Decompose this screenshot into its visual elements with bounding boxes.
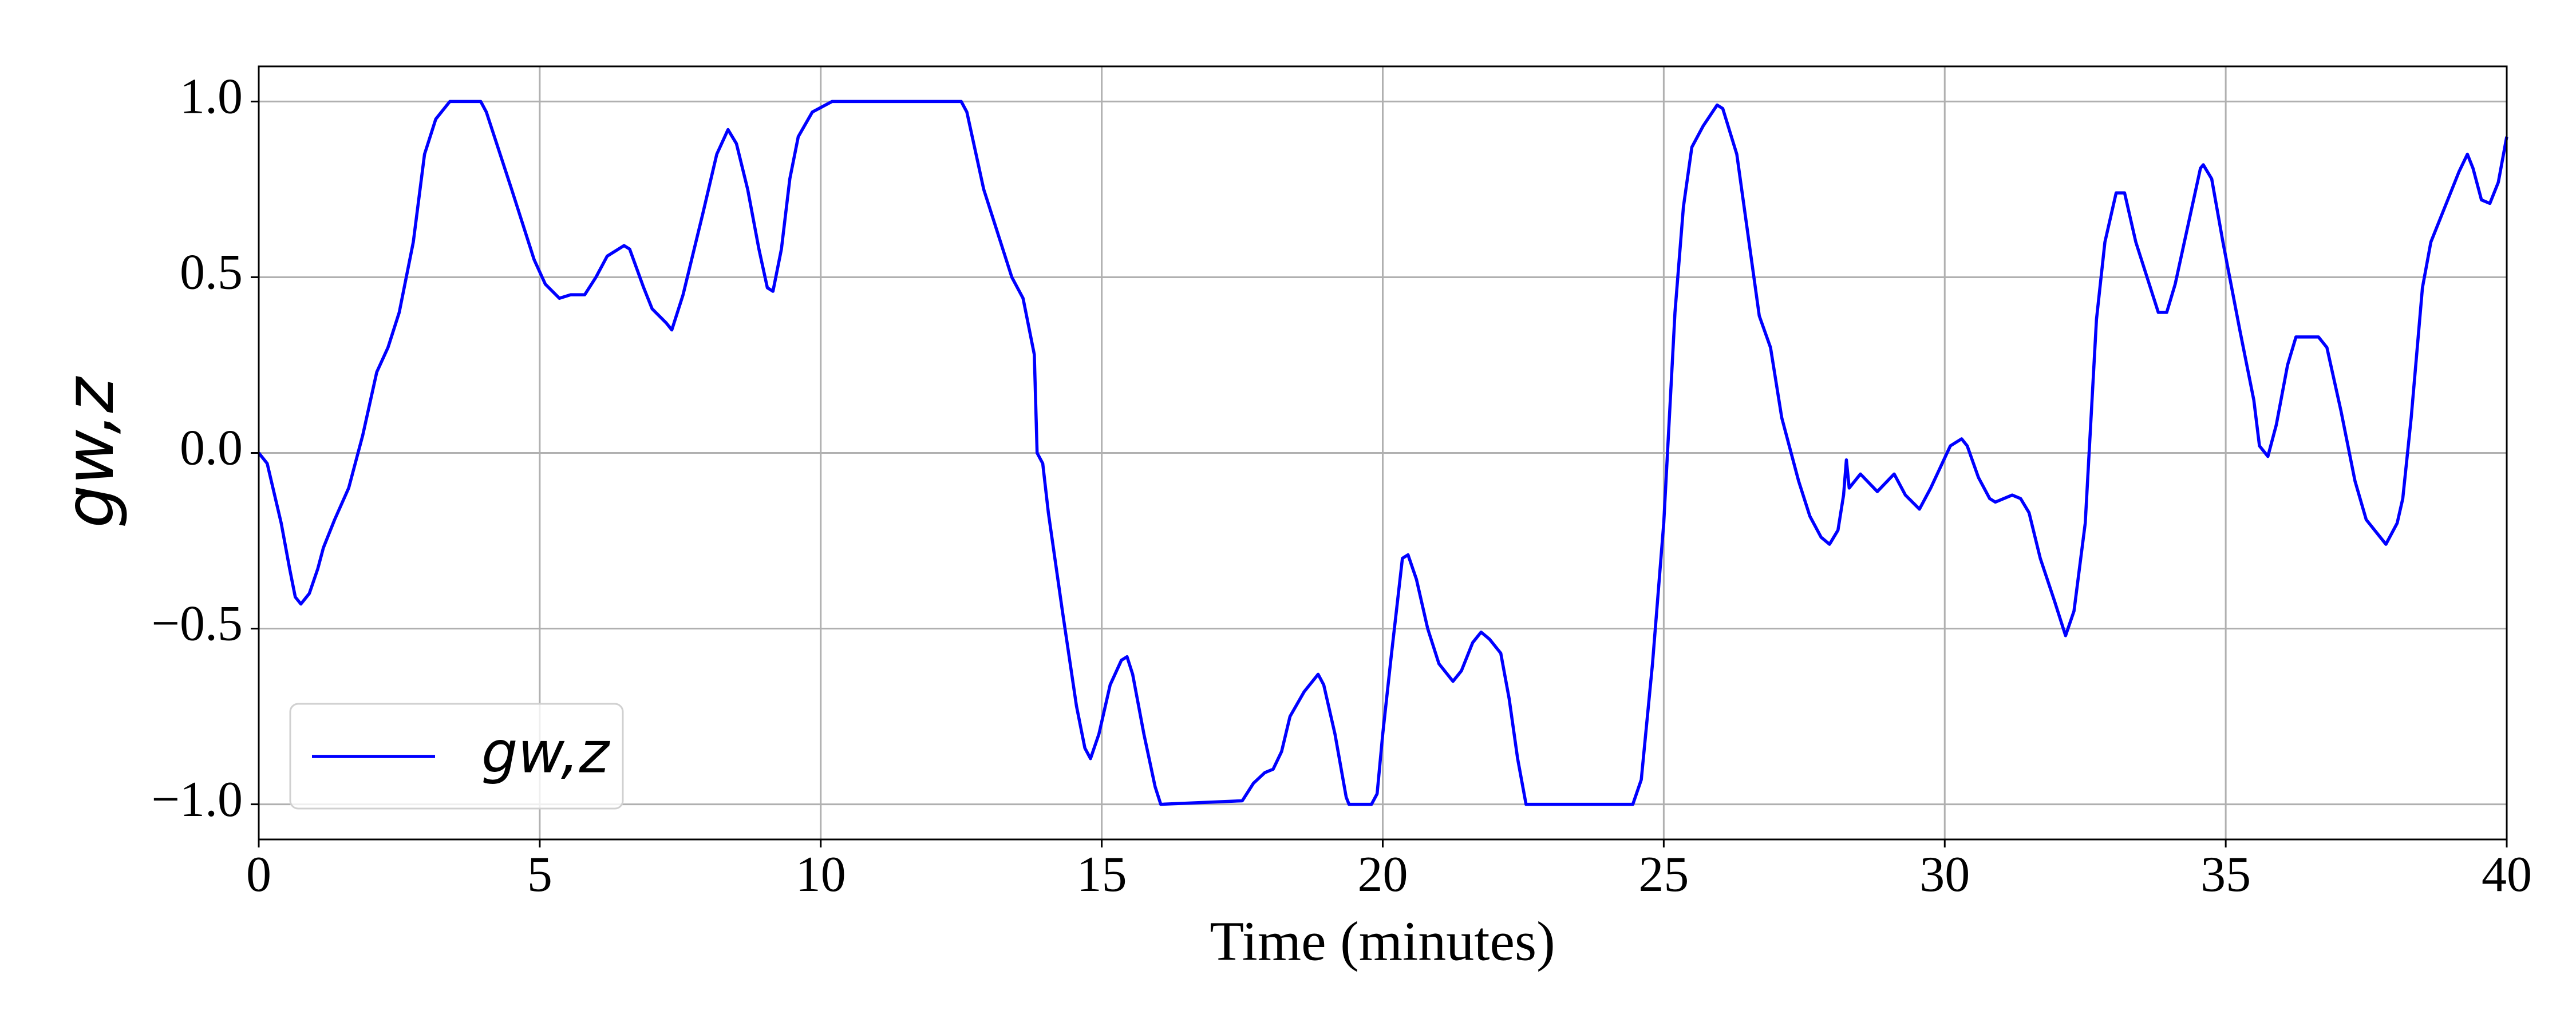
x-tick-label: 35 — [2200, 847, 2251, 902]
plot-frame — [258, 65, 2508, 841]
x-tick-label: 20 — [1358, 847, 1408, 902]
y-tick-label: −0.5 — [151, 596, 243, 652]
legend: gw,z — [289, 703, 624, 810]
x-tick-label: 15 — [1077, 847, 1127, 902]
y-tick-label: −1.0 — [151, 772, 243, 827]
legend-label: gw,z — [481, 719, 611, 786]
x-tick-label: 40 — [2482, 847, 2532, 902]
x-tick-label: 5 — [527, 847, 552, 902]
x-axis-label: Time (minutes) — [1210, 910, 1555, 972]
y-tick-label: 0.0 — [180, 421, 243, 476]
data-line — [257, 100, 2508, 806]
x-tick-label: 25 — [1638, 847, 1689, 902]
y-tick-label: 1.0 — [180, 69, 243, 125]
y-tick-label: 0.5 — [180, 245, 243, 300]
x-tick-label: 10 — [796, 847, 846, 902]
y-axis-label: gw,z — [50, 375, 129, 528]
x-tick-label: 30 — [1919, 847, 1970, 902]
x-tick-label: 0 — [246, 847, 271, 902]
legend-box — [289, 703, 624, 810]
